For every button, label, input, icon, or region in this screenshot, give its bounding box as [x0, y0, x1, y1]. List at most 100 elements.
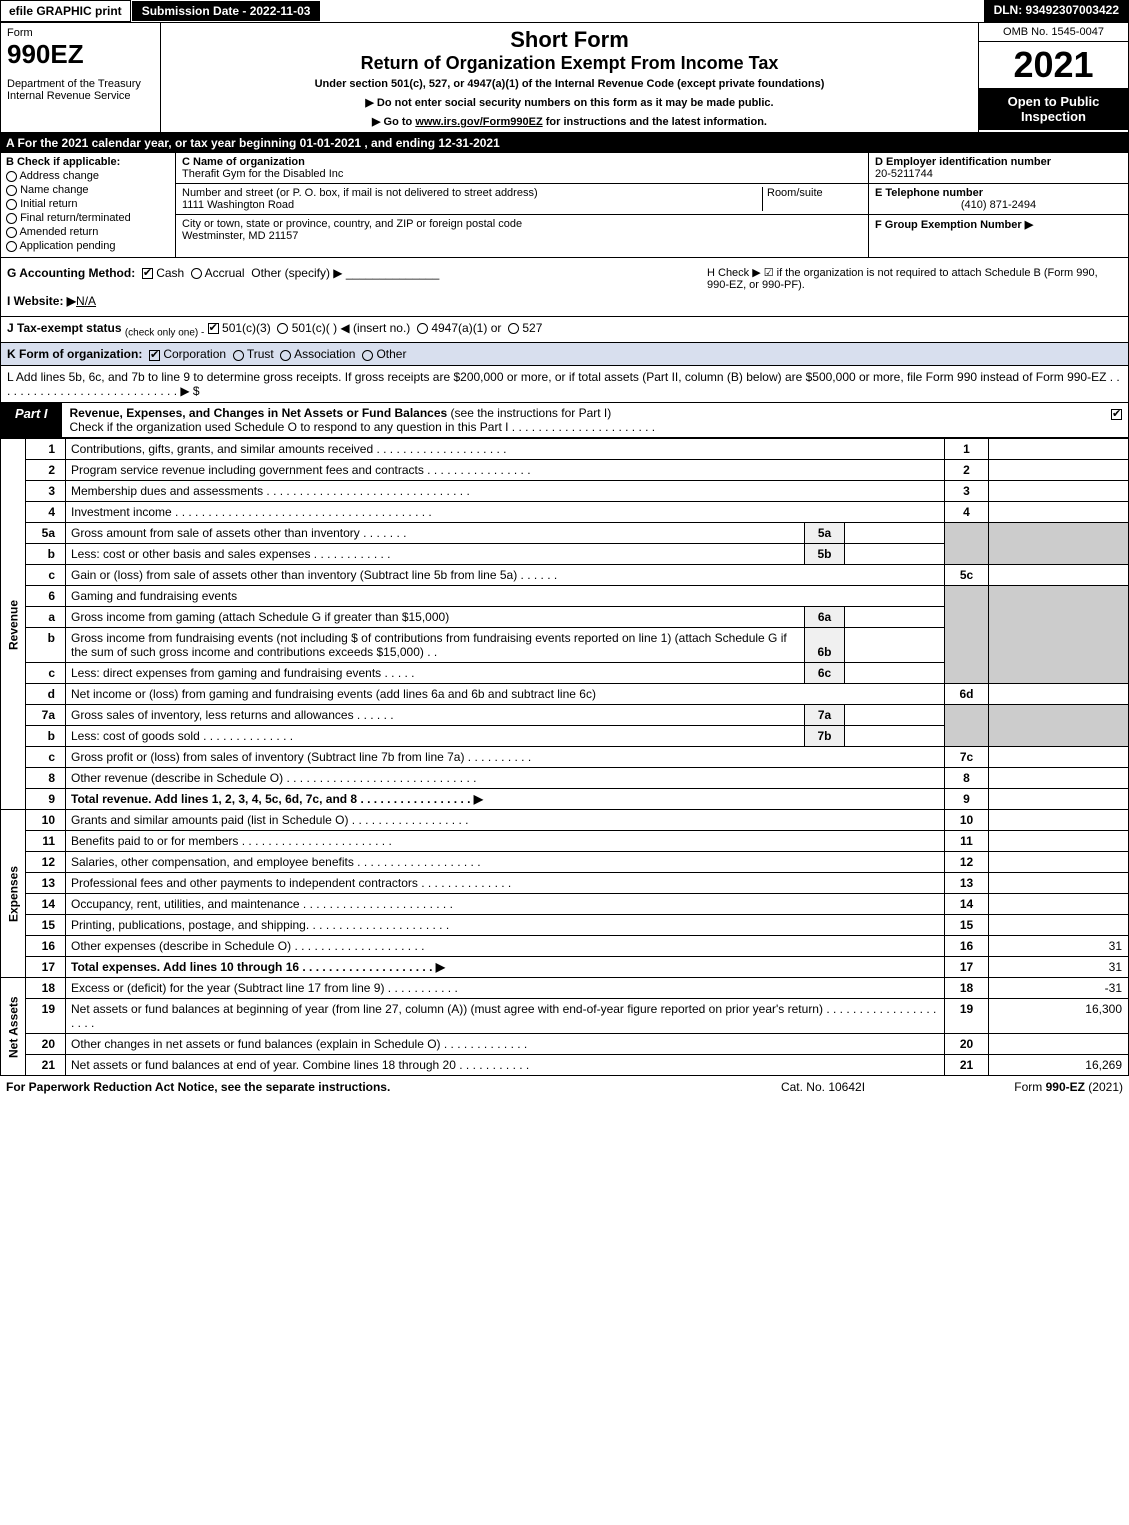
- check-amended-return[interactable]: Amended return: [6, 226, 170, 238]
- line-5a-desc: Gross amount from sale of assets other t…: [66, 523, 805, 544]
- phone-value: (410) 871-2494: [875, 199, 1122, 211]
- tax-exempt-sub: (check only one) -: [125, 327, 204, 338]
- check-501c[interactable]: [277, 323, 288, 334]
- revenue-side-label: Revenue: [1, 439, 26, 810]
- section-bcdef: B Check if applicable: Address change Na…: [0, 153, 1129, 258]
- section-b: B Check if applicable: Address change Na…: [1, 153, 176, 257]
- check-final-return[interactable]: Final return/terminated: [6, 212, 170, 224]
- line-6b-desc: Gross income from fundraising events (no…: [66, 628, 805, 663]
- line-20-desc: Other changes in net assets or fund bala…: [66, 1034, 945, 1055]
- address-label: Number and street (or P. O. box, if mail…: [182, 187, 538, 199]
- line-17-val: 31: [989, 957, 1129, 978]
- irs-link[interactable]: www.irs.gov/Form990EZ: [415, 116, 542, 128]
- part1-check-line: Check if the organization used Schedule …: [70, 420, 656, 434]
- accounting-method-label: G Accounting Method:: [7, 266, 135, 280]
- check-corporation[interactable]: [149, 350, 160, 361]
- open-to-public: Open to Public Inspection: [979, 88, 1128, 130]
- line-18-desc: Excess or (deficit) for the year (Subtra…: [66, 978, 945, 999]
- netassets-side-label: Net Assets: [1, 978, 26, 1076]
- city-label: City or town, state or province, country…: [182, 218, 522, 230]
- subtitle: Under section 501(c), 527, or 4947(a)(1)…: [169, 78, 970, 90]
- omb-number: OMB No. 1545-0047: [979, 23, 1128, 42]
- check-application-pending[interactable]: Application pending: [6, 240, 170, 252]
- department-label: Department of the Treasury Internal Reve…: [7, 78, 154, 102]
- check-cash[interactable]: [142, 268, 153, 279]
- line-6-desc: Gaming and fundraising events: [66, 586, 945, 607]
- line-1-desc: Contributions, gifts, grants, and simila…: [66, 439, 945, 460]
- part1-title-sub: (see the instructions for Part I): [447, 406, 611, 420]
- efile-print-label[interactable]: efile GRAPHIC print: [0, 0, 131, 22]
- title-short-form: Short Form: [169, 27, 970, 53]
- line-12-desc: Salaries, other compensation, and employ…: [66, 852, 945, 873]
- check-501c3[interactable]: [208, 323, 219, 334]
- org-name-label: C Name of organization: [182, 156, 305, 168]
- form-number: 990EZ: [7, 39, 154, 70]
- check-other-org[interactable]: [362, 350, 373, 361]
- line-19-val: 16,300: [989, 999, 1129, 1034]
- line-11-desc: Benefits paid to or for members . . . . …: [66, 831, 945, 852]
- line-4-desc: Investment income . . . . . . . . . . . …: [66, 502, 945, 523]
- instruction-1: ▶ Do not enter social security numbers o…: [169, 96, 970, 109]
- check-4947[interactable]: [417, 323, 428, 334]
- ein-label: D Employer identification number: [875, 156, 1051, 168]
- line-1-val: [989, 439, 1129, 460]
- check-name-change[interactable]: Name change: [6, 184, 170, 196]
- instr2-post: for instructions and the latest informat…: [543, 116, 767, 128]
- group-exemption-label: F Group Exemption Number ▶: [875, 219, 1033, 231]
- room-suite-label: Room/suite: [767, 187, 823, 199]
- part1-desc: Revenue, Expenses, and Changes in Net As…: [62, 403, 1105, 437]
- line-5c-desc: Gain or (loss) from sale of assets other…: [66, 565, 945, 586]
- tax-exempt-label: J Tax-exempt status: [7, 321, 122, 335]
- section-g: G Accounting Method: Cash Accrual Other …: [7, 266, 707, 308]
- line-6a-desc: Gross income from gaming (attach Schedul…: [66, 607, 805, 628]
- line-7c-desc: Gross profit or (loss) from sales of inv…: [66, 747, 945, 768]
- part1-checkbox-cell: [1105, 403, 1128, 437]
- form-header: Form 990EZ Department of the Treasury In…: [0, 22, 1129, 133]
- org-name: Therafit Gym for the Disabled Inc: [182, 168, 343, 180]
- line-19-desc: Net assets or fund balances at beginning…: [66, 999, 945, 1034]
- line-6d-desc: Net income or (loss) from gaming and fun…: [66, 684, 945, 705]
- part1-tab: Part I: [1, 403, 62, 437]
- form-ref: Form 990-EZ (2021): [923, 1080, 1123, 1094]
- check-accrual[interactable]: [191, 268, 202, 279]
- check-527[interactable]: [508, 323, 519, 334]
- cat-number: Cat. No. 10642I: [723, 1080, 923, 1094]
- lines-table: Revenue 1Contributions, gifts, grants, a…: [0, 438, 1129, 1076]
- section-h: H Check ▶ ☑ if the organization is not r…: [707, 266, 1122, 308]
- line-13-desc: Professional fees and other payments to …: [66, 873, 945, 894]
- address-value: 1111 Washington Road: [182, 199, 294, 211]
- line-1-box: 1: [945, 439, 989, 460]
- row-a-calendar-year: A For the 2021 calendar year, or tax yea…: [0, 133, 1129, 153]
- section-c: C Name of organization Therafit Gym for …: [176, 153, 868, 257]
- line-7b-desc: Less: cost of goods sold . . . . . . . .…: [66, 726, 805, 747]
- line-2-desc: Program service revenue including govern…: [66, 460, 945, 481]
- expenses-side-label: Expenses: [1, 810, 26, 978]
- line-6c-desc: Less: direct expenses from gaming and fu…: [66, 663, 805, 684]
- check-association[interactable]: [280, 350, 291, 361]
- line-17-desc: Total expenses. Add lines 10 through 16 …: [66, 957, 945, 978]
- paperwork-notice: For Paperwork Reduction Act Notice, see …: [6, 1080, 723, 1094]
- part1-header: Part I Revenue, Expenses, and Changes in…: [0, 403, 1129, 438]
- part1-checkbox[interactable]: [1111, 409, 1122, 420]
- website-label: I Website: ▶: [7, 294, 76, 308]
- line-5b-desc: Less: cost or other basis and sales expe…: [66, 544, 805, 565]
- row-j-tax-exempt: J Tax-exempt status (check only one) - 5…: [0, 317, 1129, 343]
- check-address-change[interactable]: Address change: [6, 170, 170, 182]
- website-value: N/A: [76, 294, 96, 308]
- title-return: Return of Organization Exempt From Incom…: [169, 53, 970, 74]
- row-gh: G Accounting Method: Cash Accrual Other …: [0, 258, 1129, 317]
- section-b-label: B Check if applicable:: [6, 156, 120, 168]
- tax-year: 2021: [979, 42, 1128, 88]
- check-initial-return[interactable]: Initial return: [6, 198, 170, 210]
- instr2-pre: ▶ Go to: [372, 116, 415, 128]
- submission-date-label: Submission Date - 2022-11-03: [131, 0, 322, 22]
- check-trust[interactable]: [233, 350, 244, 361]
- line-16-desc: Other expenses (describe in Schedule O) …: [66, 936, 945, 957]
- ein-value: 20-5211744: [875, 168, 933, 180]
- top-bar: efile GRAPHIC print Submission Date - 20…: [0, 0, 1129, 22]
- row-k-form-of-org: K Form of organization: Corporation Trus…: [0, 343, 1129, 366]
- header-left: Form 990EZ Department of the Treasury In…: [1, 23, 161, 132]
- line-1-num: 1: [26, 439, 66, 460]
- form-word: Form: [7, 27, 154, 39]
- instruction-2: ▶ Go to www.irs.gov/Form990EZ for instru…: [169, 115, 970, 128]
